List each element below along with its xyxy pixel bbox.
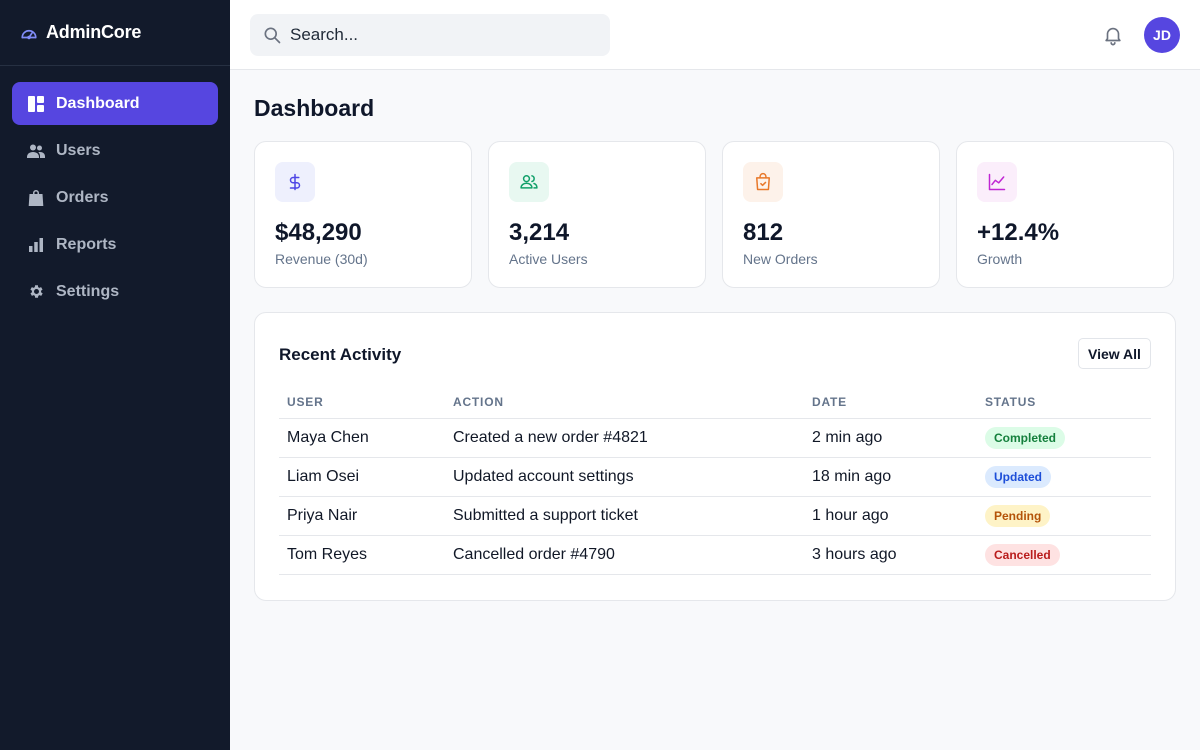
sidebar-item-label: Users — [56, 141, 101, 159]
users-icon — [509, 162, 549, 202]
column-header-date[interactable]: DATE — [804, 386, 977, 419]
status-badge: Pending — [985, 504, 1051, 527]
cell-date: 3 hours ago — [804, 535, 977, 575]
table-header-row: USER ACTION DATE STATUS — [279, 386, 1151, 419]
table-row[interactable]: Priya Nair Submitted a support ticket 1 … — [279, 496, 1151, 536]
page-title: Dashboard — [254, 95, 375, 121]
search-icon — [262, 25, 282, 45]
bar-chart-icon — [27, 236, 45, 254]
cell-date: 18 min ago — [804, 457, 977, 497]
stat-value: $48,290 — [275, 219, 362, 246]
app-name: AdminCore — [46, 22, 142, 42]
users-icon — [27, 142, 45, 160]
panel-title: Recent Activity — [279, 345, 402, 364]
gauge-logo-icon — [20, 24, 38, 42]
status-badge: Cancelled — [985, 543, 1060, 566]
sidebar-item-label: Dashboard — [56, 94, 140, 112]
table-row[interactable]: Liam Osei Updated account settings 18 mi… — [279, 457, 1151, 497]
cell-status: Cancelled — [977, 535, 1151, 575]
cell-action: Submitted a support ticket — [445, 496, 804, 536]
stat-card-orders: 812 New Orders — [722, 141, 940, 288]
stat-label: Revenue (30d) — [275, 251, 368, 267]
status-badge: Updated — [985, 465, 1051, 488]
stat-label: Growth — [977, 251, 1023, 267]
status-badge: Completed — [985, 426, 1066, 449]
sidebar-item-orders[interactable]: Orders — [12, 176, 218, 219]
stat-label: Active Users — [509, 251, 588, 267]
stat-card-users: 3,214 Active Users — [488, 141, 706, 288]
cell-date: 2 min ago — [804, 418, 977, 458]
stat-value: 812 — [743, 219, 784, 246]
column-header-action[interactable]: ACTION — [445, 386, 804, 419]
shopping-bag-icon — [743, 162, 783, 202]
view-all-button[interactable]: View All — [1078, 338, 1151, 369]
sidebar-item-label: Orders — [56, 188, 109, 206]
stats-cards: $48,290 Revenue (30d) 3,214 Active Users… — [254, 141, 1176, 288]
stat-value: +12.4% — [977, 219, 1060, 246]
cell-user: Tom Reyes — [279, 535, 445, 575]
cell-user: Priya Nair — [279, 496, 445, 536]
cell-status: Pending — [977, 496, 1151, 536]
search-input[interactable] — [290, 25, 590, 45]
trend-up-icon — [977, 162, 1017, 202]
column-header-status[interactable]: STATUS — [977, 386, 1151, 419]
table-row[interactable]: Tom Reyes Cancelled order #4790 3 hours … — [279, 535, 1151, 575]
topbar: JD — [230, 0, 1200, 70]
shopping-bag-icon — [27, 189, 45, 207]
dollar-icon — [275, 162, 315, 202]
sidebar-item-users[interactable]: Users — [12, 129, 218, 172]
stat-card-growth: +12.4% Growth — [956, 141, 1174, 288]
cell-action: Updated account settings — [445, 457, 804, 497]
sidebar-item-settings[interactable]: Settings — [12, 270, 218, 313]
sidebar-item-reports[interactable]: Reports — [12, 223, 218, 266]
avatar[interactable]: JD — [1144, 17, 1180, 53]
bell-icon[interactable] — [1102, 24, 1124, 46]
stat-label: New Orders — [743, 251, 818, 267]
gear-icon — [27, 283, 45, 301]
activity-table: USER ACTION DATE STATUS Maya Chen Create… — [279, 386, 1151, 575]
cell-status: Updated — [977, 457, 1151, 497]
column-header-user[interactable]: USER — [279, 386, 445, 419]
stat-card-revenue: $48,290 Revenue (30d) — [254, 141, 472, 288]
stat-value: 3,214 — [509, 219, 570, 246]
search-box[interactable] — [250, 14, 610, 56]
cell-user: Maya Chen — [279, 418, 445, 458]
sidebar-item-label: Settings — [56, 282, 120, 300]
cell-date: 1 hour ago — [804, 496, 977, 536]
sidebar: AdminCore Dashboard Users — [0, 0, 230, 750]
cell-action: Cancelled order #4790 — [445, 535, 804, 575]
table-row[interactable]: Maya Chen Created a new order #4821 2 mi… — [279, 418, 1151, 458]
recent-activity-panel: Recent Activity View All USER ACTION DAT… — [254, 312, 1176, 601]
sidebar-item-label: Reports — [56, 235, 117, 253]
cell-action: Created a new order #4821 — [445, 418, 804, 458]
cell-status: Completed — [977, 418, 1151, 458]
brand[interactable]: AdminCore — [0, 0, 230, 66]
sidebar-nav: Dashboard Users Orders — [0, 66, 230, 313]
cell-user: Liam Osei — [279, 457, 445, 497]
dashboard-icon — [27, 95, 45, 113]
sidebar-item-dashboard[interactable]: Dashboard — [12, 82, 218, 125]
